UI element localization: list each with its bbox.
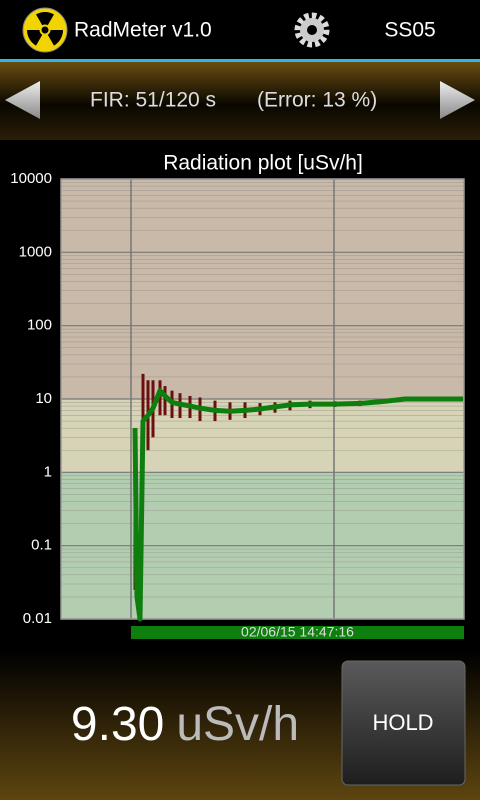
y-tick-label: 1 — [44, 463, 52, 480]
fir-text: FIR: 51/120 s — [90, 89, 216, 112]
y-tick-label: 0.01 — [23, 610, 52, 627]
reading: 9.30 uSv/h — [71, 698, 299, 751]
next-button[interactable] — [440, 81, 475, 119]
plot: 10000 1000 100 10 1 0.1 0.01 02/06/15 14:47:16 — [10, 170, 465, 640]
chart-title: Radiation plot [uSv/h] — [163, 152, 363, 175]
top-bar — [0, 0, 480, 59]
timestamp: 02/06/15 14:47:16 — [241, 624, 354, 640]
error-text: (Error: 13 %) — [257, 89, 377, 112]
time-bar — [131, 626, 464, 639]
station-id: SS05 — [384, 19, 435, 42]
hold-button[interactable]: HOLD — [341, 660, 466, 786]
y-tick-label: 0.1 — [31, 537, 52, 554]
divider — [0, 59, 480, 62]
y-tick-label: 10000 — [10, 170, 52, 187]
y-tick-label: 100 — [27, 317, 52, 334]
reading-value: 9.30 — [71, 698, 164, 751]
zone-band — [61, 179, 464, 399]
zone-band — [61, 399, 464, 473]
fir-bar — [0, 62, 480, 140]
reading-unit: uSv/h — [176, 698, 299, 751]
prev-button[interactable] — [5, 81, 40, 119]
plot-border — [60, 178, 465, 620]
hold-label: HOLD — [372, 710, 433, 735]
y-tick-label: 1000 — [19, 243, 52, 260]
radiation-icon — [22, 7, 68, 53]
settings-button[interactable] — [294, 12, 330, 48]
rate-line — [132, 388, 463, 622]
y-tick-label: 10 — [35, 390, 52, 407]
app-title: RadMeter v1.0 — [74, 19, 212, 42]
